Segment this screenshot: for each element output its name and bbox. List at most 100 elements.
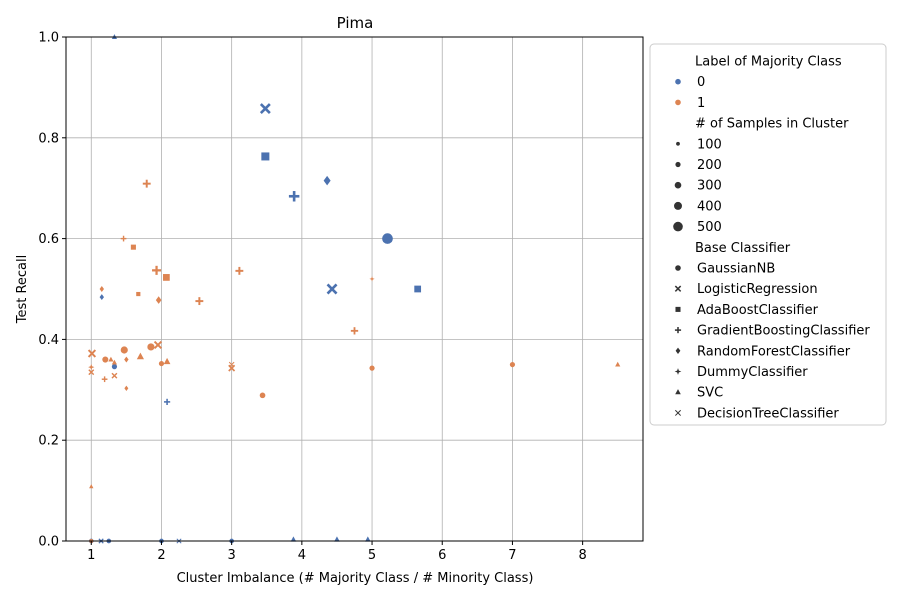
legend-style-label: LogisticRegression (697, 282, 818, 297)
data-point (152, 265, 162, 275)
data-point (323, 175, 331, 186)
y-tick-label: 0.2 (38, 434, 59, 449)
x-axis-label: Cluster Imbalance (# Majority Class / # … (177, 571, 534, 586)
data-point (101, 376, 108, 383)
x-tick-label: 8 (578, 548, 586, 563)
chart-title: Pima (337, 14, 374, 32)
data-point (155, 296, 162, 304)
legend-size-marker (676, 141, 680, 146)
data-point (88, 364, 95, 371)
x-tick-label: 4 (298, 548, 306, 563)
data-point (288, 191, 300, 202)
data-point (142, 179, 151, 188)
legend-size-label: 500 (697, 220, 722, 235)
data-point (147, 343, 155, 351)
data-point (509, 362, 516, 368)
data-point (350, 327, 359, 335)
legend-style-label: RandomForestClassifier (697, 344, 851, 359)
legend-hue-marker (675, 99, 681, 106)
data-point (102, 356, 109, 363)
y-tick-label: 0.4 (38, 333, 59, 348)
data-point (153, 340, 163, 350)
data-point (615, 361, 621, 367)
legend-style-label: AdaBoostClassifier (697, 303, 819, 318)
legend-size-marker (673, 221, 683, 232)
x-tick-label: 6 (438, 548, 446, 563)
data-point (108, 356, 114, 362)
data-point (290, 536, 297, 542)
data-point (163, 274, 170, 281)
data-point (130, 244, 136, 250)
x-tick-label: 1 (87, 548, 95, 563)
legend-hue-title: Label of Majority Class (695, 55, 842, 70)
data-point (259, 392, 266, 399)
legend-hue-label: 0 (697, 75, 705, 90)
data-point (235, 266, 244, 275)
data-point (334, 536, 340, 542)
data-point (163, 398, 171, 406)
data-point (124, 356, 129, 363)
x-axis-ticks: 1 2 3 4 5 6 7 8 (87, 541, 587, 563)
y-tick-label: 1.0 (38, 31, 59, 46)
x-tick-label: 2 (157, 548, 165, 563)
data-point (326, 283, 338, 295)
legend-style-marker (675, 265, 681, 271)
data-point (259, 103, 271, 115)
data-point (163, 357, 171, 365)
data-point (414, 285, 422, 293)
data-point (369, 365, 375, 371)
data-point (136, 352, 144, 360)
grid-lines (66, 36, 643, 542)
legend-style-label: DecisionTreeClassifier (697, 406, 839, 421)
legend-style-label: GaussianNB (697, 262, 775, 277)
legend-size-marker (674, 201, 682, 210)
y-tick-label: 0.8 (38, 131, 59, 146)
legend-style-marker (674, 327, 682, 334)
data-point (195, 297, 204, 306)
legend-style-label: DummyClassifier (697, 365, 808, 380)
legend-size-label: 400 (697, 199, 722, 214)
data-point (111, 372, 118, 379)
data-point (365, 536, 371, 542)
x-tick-label: 7 (508, 548, 516, 563)
legend-size-label: 100 (697, 137, 722, 152)
data-point (89, 484, 94, 489)
data-point (136, 291, 141, 297)
legend-style-label: SVC (697, 386, 723, 401)
data-points (87, 34, 621, 544)
legend-style-label: GradientBoostingClassifier (697, 324, 870, 339)
x-tick-label: 3 (228, 548, 236, 563)
data-point (120, 235, 127, 242)
data-point (111, 364, 118, 370)
legend-style-marker (674, 285, 682, 292)
y-axis-label: Test Recall (15, 255, 30, 325)
data-point (88, 369, 95, 376)
data-point (99, 294, 104, 301)
legend-size-label: 300 (697, 179, 722, 194)
data-point (228, 364, 236, 372)
data-point (120, 346, 128, 354)
data-point (87, 349, 97, 358)
legend-hue-marker (675, 78, 681, 85)
legend-size-label: 200 (697, 158, 722, 173)
legend-size-title: # of Samples in Cluster (695, 117, 849, 132)
y-tick-label: 0.6 (38, 232, 59, 247)
legend-box (649, 43, 887, 426)
data-point (382, 233, 393, 244)
legend-size-marker (675, 161, 681, 168)
data-point (124, 385, 129, 391)
legend-style-marker (675, 389, 681, 395)
data-point (369, 276, 375, 282)
legend-style-marker (675, 347, 681, 355)
legend-hue-label: 1 (697, 96, 705, 111)
data-point (99, 286, 104, 292)
y-axis-ticks: 0.0 0.2 0.4 0.6 0.8 1.0 (38, 31, 66, 550)
legend-size-marker (674, 181, 682, 189)
y-tick-label: 0.0 (38, 535, 59, 550)
legend-style-title: Base Classifier (695, 241, 791, 256)
legend-style-marker (674, 409, 682, 416)
legend-style-marker (675, 306, 681, 312)
plot-frame (65, 36, 644, 542)
data-point (261, 152, 270, 161)
